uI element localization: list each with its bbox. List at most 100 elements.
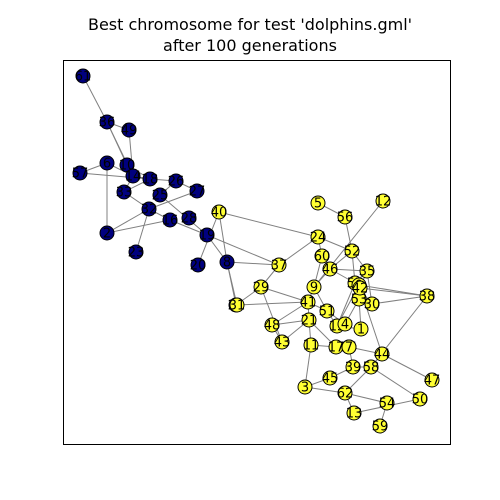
node-41: 41: [300, 295, 317, 311]
node-8: 8: [220, 255, 234, 271]
node-label: 4: [341, 318, 349, 333]
node-label: 31: [229, 299, 246, 314]
node-9: 9: [307, 280, 321, 296]
node-label: 18: [142, 173, 159, 188]
node-label: 32: [141, 203, 158, 218]
node-16: 16: [162, 213, 179, 229]
node-label: 24: [310, 231, 327, 246]
node-label: 41: [300, 296, 317, 311]
node-38: 38: [419, 289, 436, 305]
node-label: 26: [168, 175, 185, 190]
node-label: 42: [352, 282, 369, 297]
node-4: 4: [338, 317, 352, 333]
node-label: 43: [274, 336, 291, 351]
node-label: 8: [223, 256, 231, 271]
node-label: 36: [99, 116, 116, 131]
plot-frame: [64, 61, 451, 445]
node-50: 50: [412, 392, 429, 408]
node-43: 43: [274, 335, 291, 351]
node-48: 48: [264, 318, 281, 334]
node-20: 20: [190, 258, 207, 274]
node-label: 3: [301, 381, 309, 396]
node-label: 49: [121, 124, 138, 139]
node-2: 2: [100, 226, 114, 242]
node-46: 46: [322, 262, 339, 278]
node-label: 54: [379, 397, 396, 412]
node-label: 37: [271, 259, 288, 274]
node-14: 14: [125, 169, 142, 185]
node-54: 54: [379, 396, 396, 412]
node-label: 12: [375, 195, 392, 210]
node-label: 5: [314, 197, 322, 212]
node-31: 31: [229, 298, 246, 314]
node-label: 1: [357, 323, 365, 338]
node-23: 23: [128, 245, 145, 261]
node-label: 11: [303, 339, 320, 354]
node-62: 62: [337, 386, 354, 402]
node-3: 3: [298, 380, 312, 396]
node-24: 24: [310, 230, 327, 246]
node-47: 47: [424, 373, 441, 389]
node-label: 46: [322, 263, 339, 278]
node-39: 39: [345, 360, 362, 376]
node-36: 36: [99, 115, 116, 131]
node-label: 50: [412, 393, 429, 408]
node-label: 25: [152, 189, 169, 204]
node-label: 27: [189, 185, 206, 200]
node-label: 9: [310, 281, 318, 296]
node-label: 38: [419, 290, 436, 305]
node-label: 59: [372, 420, 389, 435]
node-28: 28: [181, 211, 198, 227]
node-label: 57: [72, 167, 89, 182]
node-label: 28: [181, 212, 198, 227]
node-37: 37: [271, 258, 288, 274]
node-32: 32: [141, 202, 158, 218]
node-label: 23: [128, 246, 145, 261]
node-label: 62: [337, 387, 354, 402]
node-59: 59: [372, 419, 389, 435]
node-label: 21: [301, 314, 318, 329]
node-label: 13: [346, 407, 363, 422]
node-49: 49: [121, 123, 138, 139]
node-18: 18: [142, 172, 159, 188]
node-label: 6: [103, 157, 111, 172]
node-45: 45: [322, 371, 339, 387]
node-label: 51: [319, 305, 336, 320]
node-33: 33: [116, 185, 133, 201]
node-label: 16: [162, 214, 179, 229]
node-label: 48: [264, 319, 281, 334]
node-29: 29: [253, 280, 270, 296]
node-label: 20: [190, 259, 207, 274]
node-19: 19: [199, 228, 216, 244]
node-label: 2: [103, 227, 111, 242]
node-42: 42: [352, 281, 369, 297]
node-21: 21: [301, 313, 318, 329]
node-label: 45: [322, 372, 339, 387]
node-58: 58: [363, 360, 380, 376]
node-52: 52: [344, 244, 361, 260]
node-25: 25: [152, 188, 169, 204]
edge-31-41: [237, 302, 308, 305]
edge-16-2: [107, 220, 170, 233]
node-40: 40: [211, 205, 228, 221]
node-label: 58: [363, 361, 380, 376]
node-61: 61: [75, 69, 92, 85]
node-1: 1: [354, 322, 368, 338]
node-label: 33: [116, 186, 133, 201]
node-label: 52: [344, 245, 361, 260]
node-layer: 6136495761014182627253332162819223208224…: [72, 69, 441, 435]
edge-0-38: [359, 285, 427, 296]
node-5: 5: [311, 196, 325, 212]
node-label: 61: [75, 70, 92, 85]
node-26: 26: [168, 174, 185, 190]
node-label: 39: [345, 361, 362, 376]
node-label: 19: [199, 229, 216, 244]
node-27: 27: [189, 184, 206, 200]
node-12: 12: [375, 194, 392, 210]
node-label: 7: [345, 341, 353, 356]
node-51: 51: [319, 304, 336, 320]
edge-40-24: [219, 212, 318, 237]
node-label: 56: [337, 211, 354, 226]
node-label: 47: [424, 374, 441, 389]
